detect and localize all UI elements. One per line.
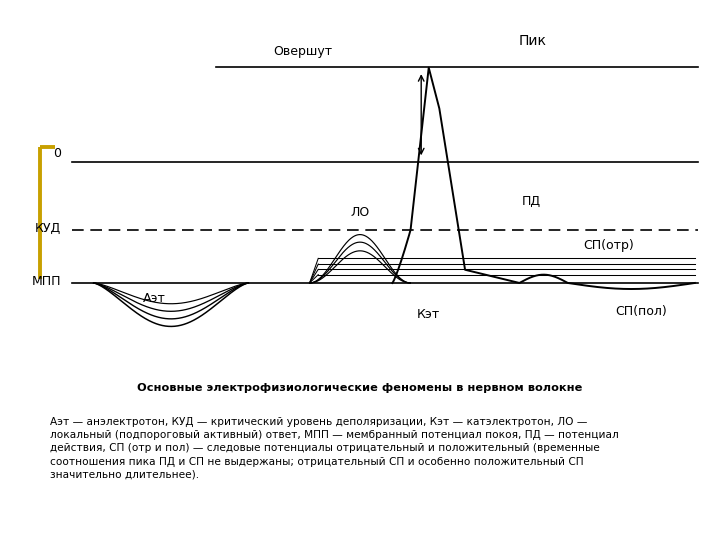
Text: Овершут: Овершут	[273, 45, 332, 58]
Text: Основные электрофизиологические феномены в нервном волокне: Основные электрофизиологические феномены…	[138, 383, 582, 393]
Text: 0: 0	[53, 147, 61, 160]
Text: Аэт — анэлектротон, КУД — критический уровень деполяризации, Кэт — катэлектротон: Аэт — анэлектротон, КУД — критический ур…	[50, 417, 619, 480]
Text: ЛО: ЛО	[351, 206, 369, 219]
Text: Пик: Пик	[518, 34, 546, 48]
Text: СП(пол): СП(пол)	[616, 305, 667, 318]
Text: Аэт: Аэт	[143, 292, 166, 306]
Text: Кэт: Кэт	[417, 307, 440, 321]
Text: ПД: ПД	[522, 195, 541, 208]
Text: КУД: КУД	[35, 221, 61, 235]
Text: МПП: МПП	[32, 274, 61, 288]
Text: СП(отр): СП(отр)	[583, 239, 634, 252]
